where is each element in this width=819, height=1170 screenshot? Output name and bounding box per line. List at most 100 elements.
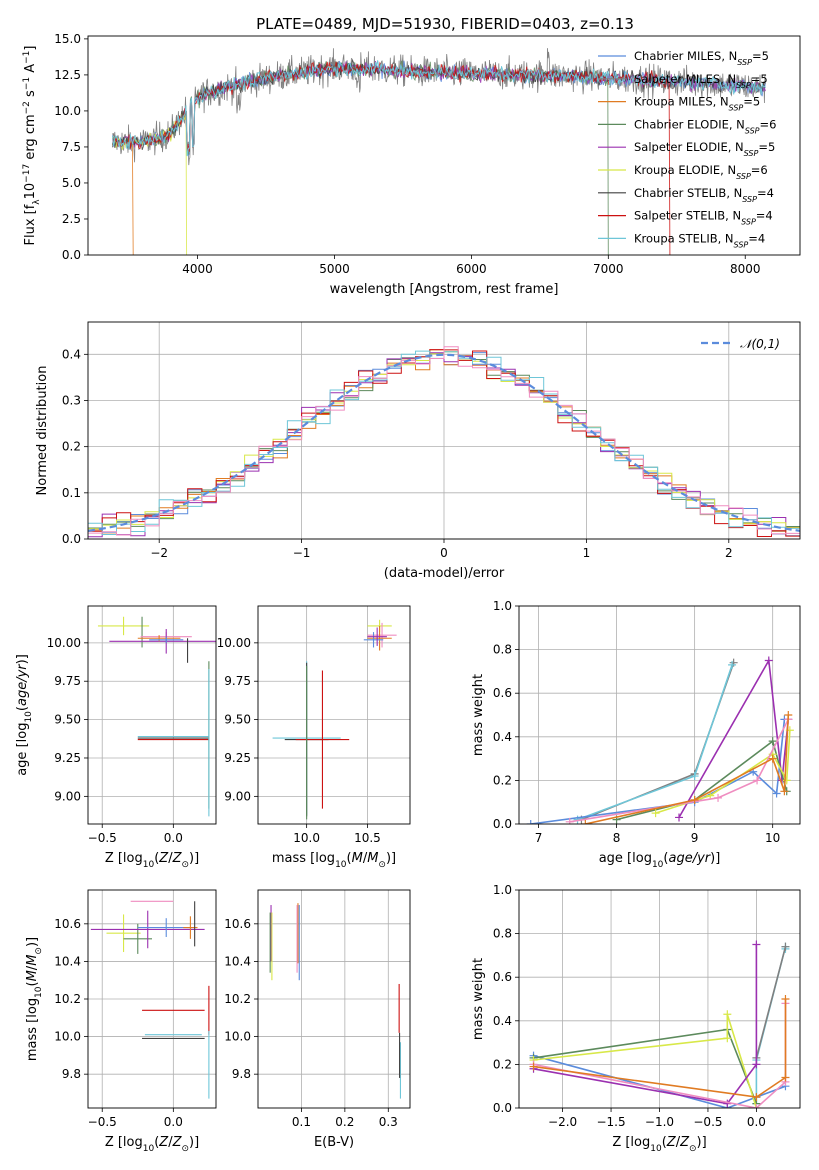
series-line: [533, 1014, 758, 1108]
label-part: (data-model)/error: [384, 566, 505, 581]
y-tick-label: 0.1: [62, 486, 81, 500]
label-part: /: [168, 1135, 173, 1150]
series-line: [755, 946, 787, 1059]
legend-text: Chabrier STELIB, N: [634, 186, 742, 200]
label-part: E(B-V): [314, 1135, 354, 1150]
legend-label: Salpeter STELIB, NSSP=4: [634, 209, 773, 227]
label-part: M: [25, 955, 40, 966]
mass_vs_Z-frame: [87, 889, 217, 1109]
label-part: )]: [25, 937, 40, 947]
x-tick-label: 7000: [593, 262, 624, 276]
age_vs_mass-errorbars: [272, 619, 397, 820]
model-spectrum-line: [112, 60, 609, 255]
y-tick-label: 0.8: [493, 643, 512, 657]
data-point: [752, 1104, 761, 1108]
mass_vs_ebv-axes: 0.1 0.2 0.3 9.8 10.0 10.2 10.4 10.6: [224, 890, 410, 1129]
x-tick-label: −2.0: [548, 1115, 577, 1129]
label-part: (: [347, 851, 352, 866]
data-point: [690, 772, 699, 781]
legend-label: Salpeter ELODIE, NSSP=5: [634, 140, 775, 158]
x-tick-label: −1.5: [596, 1115, 625, 1129]
x-tick-label: 5000: [319, 262, 350, 276]
y-tick-label: 9.50: [224, 713, 251, 727]
error-bar: [106, 914, 141, 953]
label-part: mass weight: [471, 958, 486, 1040]
mass_vs_ebv-frame: [257, 889, 411, 1109]
y-tick-label: 0.0: [62, 248, 81, 262]
y-tick-label: 10.00: [47, 636, 81, 650]
x-tick-label: 0.0: [164, 831, 183, 845]
label-part: 10: [335, 860, 347, 870]
legend-text: Salpeter STELIB, N: [634, 209, 741, 223]
data-point: [728, 660, 737, 669]
label-part: age/yr: [668, 851, 711, 866]
x-tick-label: 10.0: [293, 831, 320, 845]
y-tick-label: 0.0: [493, 1101, 512, 1115]
y-tick-label: 10.2: [54, 992, 81, 1006]
weight_vs_Z-series: [529, 940, 790, 1108]
y-tick-label: 10.6: [54, 917, 81, 931]
error-bar: [137, 635, 181, 642]
label-part: (: [662, 1135, 667, 1150]
gaussian-curve: [88, 353, 800, 532]
label-part: Z: [172, 1135, 183, 1150]
y-tick-label: 12.5: [54, 68, 81, 82]
age_vs_Z-frame: [87, 605, 217, 825]
label-part: (: [154, 851, 159, 866]
legend-text: =6: [751, 163, 768, 177]
label-part: (: [663, 851, 668, 866]
legend-label: 𝒩(0,1): [740, 337, 780, 351]
residuals-frame: [87, 321, 801, 540]
label-part: /: [363, 851, 368, 866]
data-point: [768, 754, 777, 763]
y-tick-label: 0.2: [493, 773, 512, 787]
data-point: [781, 1073, 790, 1082]
mass_vs_Z-errorbars: [90, 900, 210, 1099]
data-point: [782, 776, 791, 785]
label-part: )]: [189, 1135, 199, 1150]
y-tick-label: 10.0: [54, 1030, 81, 1044]
legend-label: Chabrier MILES, NSSP=5: [634, 49, 769, 67]
x-tick-label: −1.0: [645, 1115, 674, 1129]
x-tick-label: 0.0: [747, 1115, 766, 1129]
y-tick-label: 10.2: [224, 992, 251, 1006]
y-tick-label: 15.0: [54, 32, 81, 46]
data-point: [651, 809, 660, 818]
model-spectrum-line: [112, 58, 766, 151]
y-tick-label: 7.5: [62, 140, 81, 154]
age_vs_Z-xlabel: Z [log10(Z/Z⊙)]: [105, 851, 199, 870]
age_vs_mass-xlabel: mass [log10(M/M⊙)]: [272, 851, 396, 870]
data-point: [781, 942, 790, 951]
histogram-series-line: [88, 346, 800, 538]
label-part: mass [log: [272, 851, 335, 866]
label-part: λ: [32, 199, 42, 205]
weight_vs_age-frame: [518, 605, 801, 825]
spectrum-lines: [112, 48, 766, 255]
label-part: )]: [189, 851, 199, 866]
y-tick-label: 0.0: [493, 817, 512, 831]
legend-sub: SSP: [744, 149, 759, 158]
y-tick-label: 0.6: [493, 686, 512, 700]
y-tick-label: 10.6: [224, 917, 251, 931]
legend-text: =4: [748, 231, 765, 245]
legend-sub: SSP: [741, 217, 756, 226]
label-part: ⊙: [181, 860, 189, 870]
data-point: [780, 787, 789, 796]
label-part: ]: [23, 46, 38, 51]
legend-text: Salpeter ELODIE, N: [634, 140, 744, 154]
label-part: 10: [24, 711, 34, 723]
y-tick-label: 9.75: [54, 674, 81, 688]
y-tick-label: 0.8: [493, 927, 512, 941]
label-part: Z: [666, 1135, 677, 1150]
weight_vs_age-ylabel: mass weight: [471, 674, 486, 756]
x-tick-label: 9: [691, 831, 699, 845]
mass_vs_Z-ylabel: mass [log10(M/M⊙)]: [25, 937, 44, 1061]
legend-text: =4: [756, 209, 773, 223]
error-bar: [90, 910, 205, 949]
x-tick-label: −2: [150, 546, 168, 560]
data-point: [714, 793, 723, 802]
age_vs_mass-axes: 10.0 10.5 9.00 9.25 9.50 9.75 10.00: [217, 606, 410, 845]
error-bar: [149, 636, 184, 643]
y-tick-label: 1.0: [493, 883, 512, 897]
y-tick-label: 9.00: [224, 789, 251, 803]
